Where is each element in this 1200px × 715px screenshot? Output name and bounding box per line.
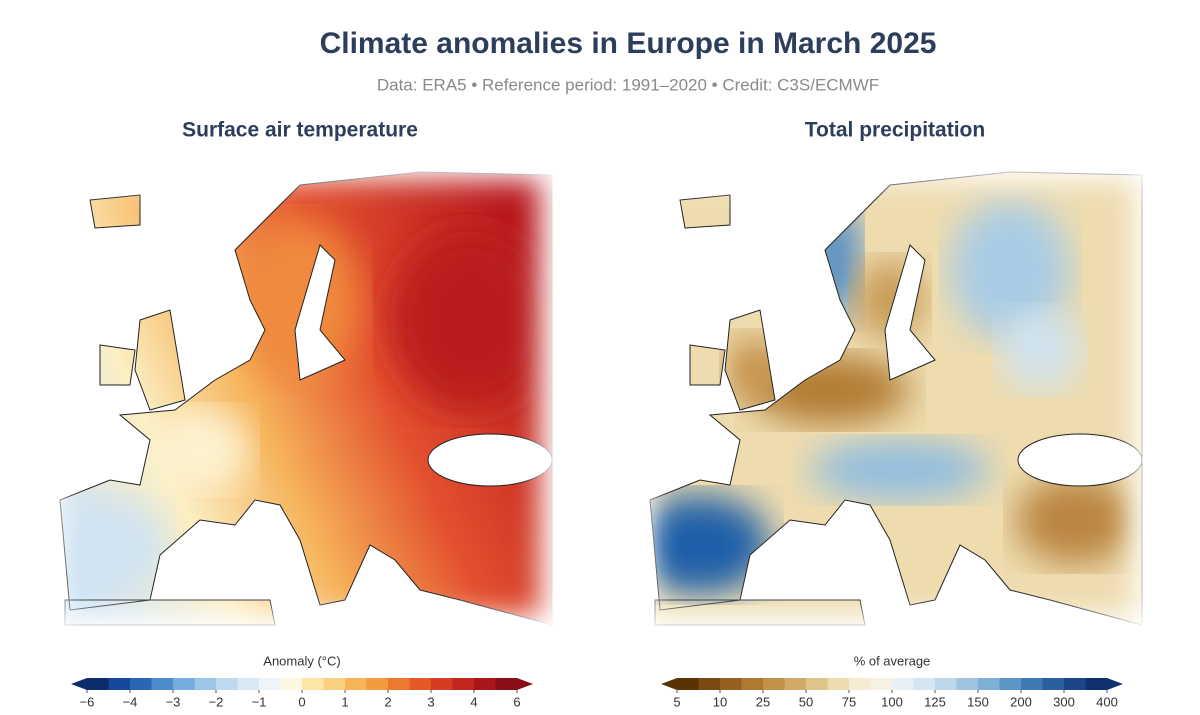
colorbar-segment	[720, 678, 742, 690]
colorbar-tick-label: 3	[427, 694, 434, 709]
colorbar-segment	[870, 678, 893, 690]
colorbar-segment	[452, 678, 475, 690]
colorbar-segment	[345, 678, 367, 690]
colorbar-segment	[956, 678, 979, 690]
colorbar-segment	[935, 678, 957, 690]
colorbar-tick-label: 4	[470, 694, 477, 709]
colorbar-segment	[1042, 678, 1065, 690]
panel-title: Total precipitation	[805, 119, 985, 142]
title: Climate anomalies in Europe in March 202…	[320, 27, 937, 60]
temperature-map	[59, 171, 553, 626]
colorbar-segment	[280, 678, 303, 690]
colorbar-segment	[677, 678, 699, 690]
colorbar-segment	[237, 678, 260, 690]
colorbars: −6 −4 −3 −2 −1 0 1 2 3 4 6 5 10 25 50 75 100 125 150 200 300…	[71, 678, 1123, 709]
colorbar-end	[517, 678, 533, 690]
colorbar-tick-label: −3	[166, 694, 181, 709]
colorbar-segment	[978, 678, 1000, 690]
colorbar-segment	[1064, 678, 1086, 690]
colorbar-segment	[999, 678, 1022, 690]
colorbar-tick-label: 2	[384, 694, 391, 709]
colorbar-segment	[409, 678, 432, 690]
colorbar-segment	[763, 678, 785, 690]
colorbar-tick-label: −4	[123, 694, 138, 709]
colorbar-segment	[108, 678, 131, 690]
colorbar-tick-label: 150	[967, 694, 989, 709]
colorbar-end	[1107, 678, 1123, 690]
colorbar-label: % of average	[854, 653, 931, 668]
colorbar-segment	[151, 678, 174, 690]
colorbar-segment	[194, 678, 217, 690]
colorbar-segment	[173, 678, 195, 690]
colorbar-segment	[827, 678, 850, 690]
colorbar-segment	[130, 678, 152, 690]
colorbar-tick-label: 300	[1053, 694, 1075, 709]
colorbar-end	[661, 678, 677, 690]
colorbar-tick-label: 75	[842, 694, 856, 709]
colorbar-tick-label: 1	[341, 694, 348, 709]
colorbar-segment	[366, 678, 389, 690]
colorbar-segment	[388, 678, 410, 690]
colorbar-segment	[87, 678, 109, 690]
precipitation-map	[649, 171, 1143, 626]
colorbar-segment	[1085, 678, 1108, 690]
colorbar-segment	[259, 678, 281, 690]
colorbar-tick-label: 0	[298, 694, 305, 709]
colorbar-tick-label: −2	[209, 694, 224, 709]
colorbar-tick-label: 25	[756, 694, 770, 709]
colorbar-segment	[495, 678, 518, 690]
colorbar-segment	[323, 678, 346, 690]
colorbar-tick-label: 5	[673, 694, 680, 709]
colorbar-segment	[431, 678, 453, 690]
colorbar-tick-label: 100	[881, 694, 903, 709]
panel-title: Surface air temperature	[182, 119, 418, 142]
colorbar-tick-label: 400	[1096, 694, 1118, 709]
colorbar-segment	[302, 678, 324, 690]
colorbar-tick-label: 200	[1010, 694, 1032, 709]
colorbar-segment	[892, 678, 914, 690]
colorbar-segment	[1021, 678, 1043, 690]
colorbar-end	[71, 678, 87, 690]
colorbar-tick-label: −1	[252, 694, 267, 709]
colorbar-segment	[913, 678, 936, 690]
subtitle: Data: ERA5 • Reference period: 1991–2020…	[377, 75, 879, 94]
colorbar-tick-label: 10	[713, 694, 727, 709]
colorbar-tick-label: 125	[924, 694, 946, 709]
colorbar-segment	[698, 678, 721, 690]
colorbar-tick-label: 50	[799, 694, 813, 709]
colorbar-segment	[216, 678, 238, 690]
colorbar-segment	[741, 678, 764, 690]
colorbar-segment	[784, 678, 807, 690]
colorbar-segment	[474, 678, 496, 690]
colorbar-tick-label: −6	[80, 694, 95, 709]
colorbar-segment	[806, 678, 828, 690]
colorbar-label: Anomaly (°C)	[263, 653, 340, 668]
colorbar-tick-label: 6	[513, 694, 520, 709]
colorbar-segment	[849, 678, 871, 690]
